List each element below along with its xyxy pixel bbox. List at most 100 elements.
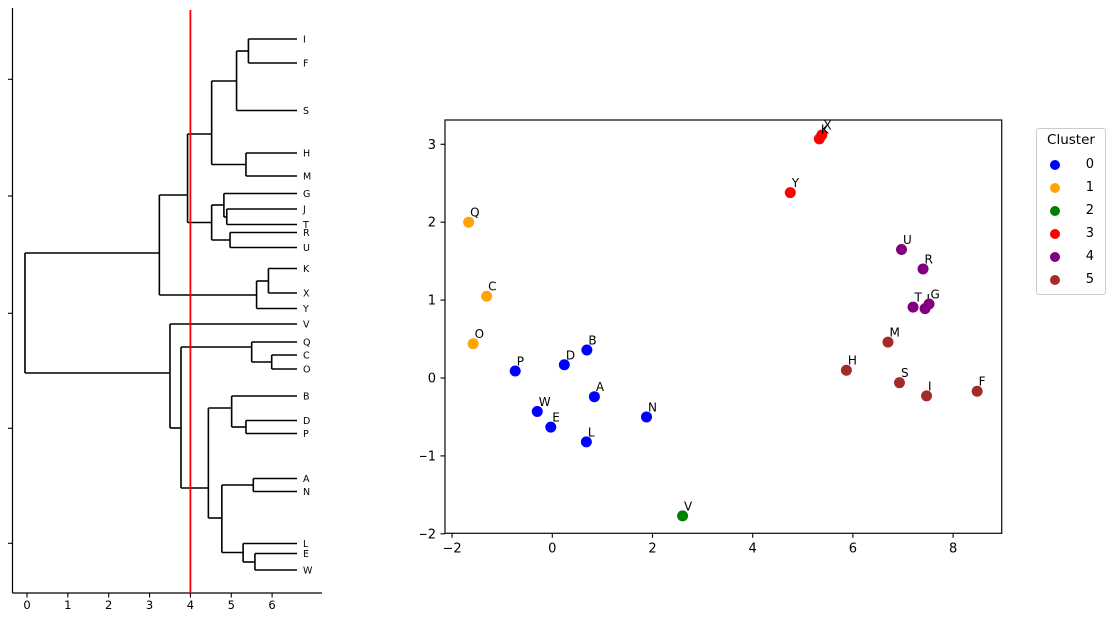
scatter-point-G bbox=[923, 298, 935, 310]
dendro-leaf-label: L bbox=[303, 539, 309, 550]
scatter-point-label-G: G bbox=[931, 287, 940, 301]
dendro-leaf-label: A bbox=[303, 474, 310, 485]
dendro-leaf-label: V bbox=[303, 320, 310, 331]
scatter-point-label-Y: Y bbox=[791, 176, 800, 190]
scatter-x-tick-label: 6 bbox=[849, 541, 857, 556]
scatter-point-R bbox=[917, 263, 929, 275]
cluster-legend: Cluster 0 1 2 3 4 5 bbox=[1036, 128, 1106, 295]
scatter-point-N bbox=[640, 411, 652, 423]
dendro-x-tick-label: 1 bbox=[64, 598, 71, 612]
scatter-point-W bbox=[531, 405, 543, 417]
scatter-point-T bbox=[907, 301, 919, 313]
legend-dot-icon bbox=[1050, 274, 1060, 285]
dendro-leaf-label: N bbox=[303, 487, 310, 498]
legend-dot-icon bbox=[1050, 182, 1060, 193]
legend-dot-icon bbox=[1050, 228, 1060, 239]
scatter-point-label-F: F bbox=[979, 375, 986, 389]
legend-dot-icon bbox=[1050, 205, 1060, 216]
legend-title: Cluster bbox=[1047, 132, 1095, 148]
scatter-point-A bbox=[588, 391, 600, 403]
dendro-leaf-label: M bbox=[303, 172, 311, 183]
scatter-point-label-C: C bbox=[488, 280, 496, 294]
dendro-leaf-label: O bbox=[303, 365, 310, 376]
dendro-leaf-label: Q bbox=[303, 338, 310, 349]
scatter-x-tick-label: 0 bbox=[548, 541, 556, 556]
legend-dot-icon bbox=[1050, 251, 1060, 262]
scatter-point-label-I: I bbox=[928, 379, 932, 393]
dendro-leaf-label: D bbox=[303, 416, 310, 427]
dendro-x-tick-label: 5 bbox=[228, 598, 235, 612]
scatter-point-label-L: L bbox=[588, 425, 595, 439]
legend-dot-icon bbox=[1050, 159, 1060, 170]
scatter-y-tick-label: 3 bbox=[428, 138, 436, 153]
dendro-x-tick-label: 6 bbox=[268, 598, 275, 612]
scatter-point-label-R: R bbox=[925, 252, 933, 266]
scatter-point-E bbox=[545, 421, 557, 433]
legend-entry-label: 3 bbox=[1085, 226, 1094, 241]
scatter-frame bbox=[444, 119, 1003, 534]
scatter-x-tick-label: 8 bbox=[949, 541, 957, 556]
dendro-leaf-label: P bbox=[303, 429, 309, 440]
scatter-point-P bbox=[509, 365, 521, 377]
scatter-point-C bbox=[481, 290, 493, 302]
scatter-y-tick-label: −1 bbox=[420, 449, 436, 464]
dendro-leaf-label: R bbox=[303, 228, 310, 239]
scatter-point-label-H: H bbox=[848, 354, 857, 368]
scatter-point-L bbox=[580, 436, 592, 448]
scatter-point-label-E: E bbox=[552, 411, 560, 425]
dendro-leaf-label: X bbox=[303, 289, 310, 300]
dendro-x-tick-label: 0 bbox=[23, 598, 30, 612]
scatter-x-tick-label: 4 bbox=[749, 541, 757, 556]
scatter-point-D bbox=[558, 359, 570, 371]
scatter-point-V bbox=[677, 510, 689, 522]
legend-entry-label: 5 bbox=[1085, 272, 1094, 287]
scatter-point-K bbox=[813, 133, 825, 145]
legend-entry-label: 1 bbox=[1085, 180, 1094, 195]
dendro-leaf-label: F bbox=[303, 59, 308, 70]
scatter-y-tick-label: 1 bbox=[428, 294, 436, 309]
legend-entry-5: 5 bbox=[1037, 268, 1105, 291]
scatter-point-label-O: O bbox=[475, 327, 484, 341]
scatter-point-label-V: V bbox=[684, 499, 693, 513]
dendro-leaf-label: C bbox=[303, 351, 310, 362]
dendro-x-tick-label: 3 bbox=[146, 598, 153, 612]
scatter-point-M bbox=[882, 336, 894, 348]
scatter-point-B bbox=[581, 344, 593, 356]
scatter-point-Y bbox=[784, 187, 796, 199]
dendro-x-tick-label: 4 bbox=[187, 598, 194, 612]
scatter-point-U bbox=[895, 243, 907, 255]
scatter-point-label-S: S bbox=[901, 366, 909, 380]
legend-entry-4: 4 bbox=[1037, 245, 1105, 268]
legend-entry-label: 2 bbox=[1085, 203, 1094, 218]
scatter-point-H bbox=[840, 364, 852, 376]
scatter-y-tick-label: −2 bbox=[420, 527, 436, 542]
legend-entry-2: 2 bbox=[1037, 199, 1105, 222]
scatter-point-Q bbox=[463, 216, 475, 228]
scatter-x-tick-label: −2 bbox=[443, 541, 462, 556]
legend-entry-3: 3 bbox=[1037, 222, 1105, 245]
dendro-leaf-label: K bbox=[303, 264, 310, 275]
dendro-leaf-label: U bbox=[303, 243, 310, 254]
dendro-leaf-label: T bbox=[302, 220, 309, 231]
dendro-leaf-label: B bbox=[303, 392, 310, 403]
scatter-point-label-N: N bbox=[648, 400, 657, 414]
dendro-leaf-label: I bbox=[303, 35, 306, 46]
dendro-x-tick-label: 2 bbox=[105, 598, 112, 612]
scatter-point-I bbox=[921, 390, 933, 402]
scatter-point-label-B: B bbox=[588, 333, 596, 347]
scatter-y-tick-label: 0 bbox=[428, 372, 436, 387]
dendro-leaf-label: Y bbox=[302, 304, 309, 315]
scatter-point-F bbox=[971, 385, 983, 397]
legend-entry-label: 0 bbox=[1085, 157, 1094, 172]
legend-entry-label: 4 bbox=[1085, 249, 1094, 264]
scatter-point-O bbox=[467, 338, 479, 350]
dendro-leaf-label: W bbox=[303, 566, 313, 577]
scatter-point-label-P: P bbox=[517, 354, 524, 368]
scatter-point-label-K: K bbox=[821, 122, 830, 136]
dendro-leaf-label: S bbox=[303, 106, 309, 117]
legend-entry-1: 1 bbox=[1037, 176, 1105, 199]
dendro-leaf-label: E bbox=[303, 549, 309, 560]
legend-entry-0: 0 bbox=[1037, 153, 1105, 176]
